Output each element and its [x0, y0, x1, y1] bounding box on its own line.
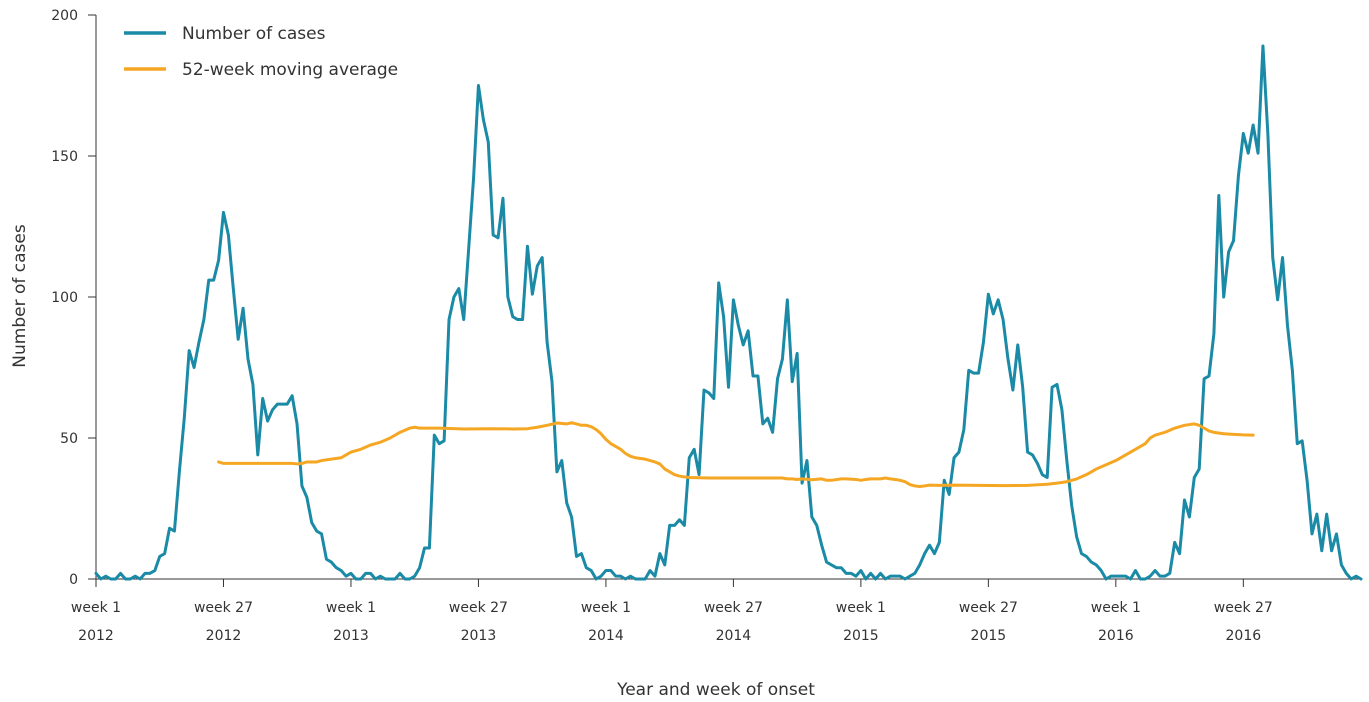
x-tick-label-week: week 27: [194, 600, 253, 616]
x-tick-label-year: 2014: [716, 628, 752, 644]
series-line-moving-average: [217, 421, 1255, 488]
x-tick-label-year: 2013: [461, 628, 497, 644]
x-tick-label-week: week 27: [1214, 600, 1273, 616]
y-tick-label: 150: [51, 149, 78, 165]
x-tick-label-week: week 27: [704, 600, 763, 616]
y-tick-label: 50: [60, 431, 78, 447]
x-tick-label-week: week 1: [326, 600, 376, 616]
x-tick-label-year: 2015: [971, 628, 1007, 644]
x-tick-label-year: 2012: [206, 628, 242, 644]
x-tick-label-week: week 1: [1091, 600, 1141, 616]
x-tick-label-year: 2016: [1226, 628, 1262, 644]
x-axis-title: Year and week of onset: [616, 680, 815, 700]
legend: Number of cases 52-week moving average: [124, 24, 398, 80]
x-tick-label-year: 2015: [843, 628, 879, 644]
y-axis: 0 50 100 150 200: [51, 8, 97, 588]
x-tick-label-week: week 1: [581, 600, 631, 616]
y-tick-label: 200: [51, 8, 78, 24]
legend-label-moving-average: 52-week moving average: [182, 60, 398, 80]
y-tick-label: 0: [69, 572, 78, 588]
x-tick-label-week: week 27: [449, 600, 508, 616]
y-tick-label: 100: [51, 290, 78, 306]
x-tick-label-week: week 27: [959, 600, 1018, 616]
series-line-number-of-cases: [94, 44, 1363, 581]
x-axis: week 1 2012 week 27 2012 week 1 2013 week 27 20…: [71, 578, 1361, 644]
legend-label-number-of-cases: Number of cases: [182, 24, 326, 44]
x-tick-label-week: week 1: [71, 600, 121, 616]
y-axis-title: Number of cases: [10, 224, 30, 368]
x-tick-label-year: 2012: [78, 628, 114, 644]
x-tick-label-year: 2016: [1098, 628, 1134, 644]
series-layer: [94, 44, 1363, 581]
x-tick-label-year: 2013: [333, 628, 369, 644]
x-tick-label-week: week 1: [836, 600, 886, 616]
x-tick-label-year: 2014: [588, 628, 624, 644]
